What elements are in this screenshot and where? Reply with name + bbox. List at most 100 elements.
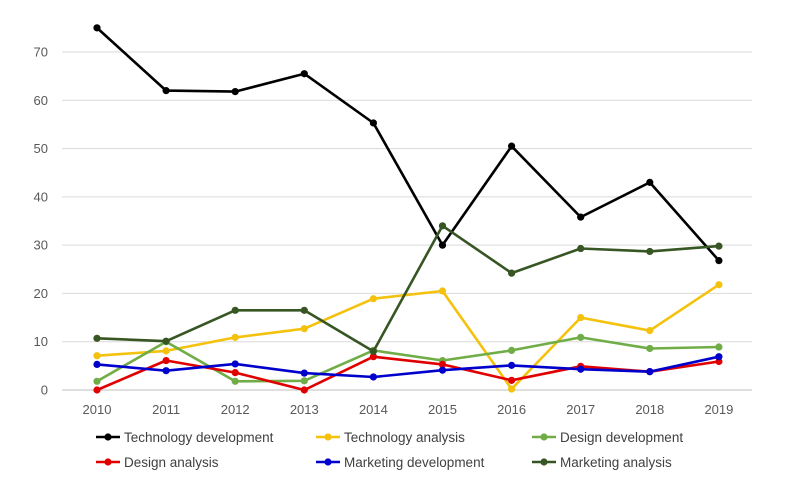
data-point xyxy=(369,353,377,361)
data-point xyxy=(508,385,516,393)
y-tick-label: 70 xyxy=(34,45,48,60)
legend-swatch-marker xyxy=(324,433,332,441)
data-point xyxy=(231,306,239,314)
y-tick-label: 0 xyxy=(41,383,48,398)
y-tick-label: 30 xyxy=(34,238,48,253)
x-tick-label: 2017 xyxy=(566,402,595,417)
data-point xyxy=(162,87,170,95)
legend-item: Marketing development xyxy=(316,455,485,470)
x-tick-label: 2014 xyxy=(359,402,388,417)
series-line xyxy=(95,283,721,391)
data-point xyxy=(508,142,516,150)
data-point xyxy=(646,327,654,335)
data-point xyxy=(508,376,516,384)
series-line xyxy=(95,26,721,262)
data-point xyxy=(646,247,654,256)
x-tick-label: 2015 xyxy=(428,402,457,417)
data-point xyxy=(577,365,585,373)
data-point xyxy=(93,334,101,342)
legend-label: Marketing development xyxy=(344,455,485,470)
data-point xyxy=(162,356,170,365)
data-point xyxy=(300,369,308,377)
data-point xyxy=(508,269,516,277)
y-tick-label: 20 xyxy=(34,286,48,301)
legend-label: Technology development xyxy=(124,430,274,445)
legend-label: Design development xyxy=(560,430,683,445)
legend-swatch-marker xyxy=(104,433,112,441)
series-marketing-development xyxy=(93,353,723,381)
data-point xyxy=(162,367,170,375)
data-point xyxy=(577,213,585,221)
data-point xyxy=(715,281,723,289)
series-marketing-analysis xyxy=(93,222,723,355)
legend-label: Technology analysis xyxy=(344,430,465,445)
data-point xyxy=(231,333,239,341)
data-point xyxy=(231,369,239,377)
data-point xyxy=(438,366,447,374)
legend-item: Design development xyxy=(532,430,683,445)
x-tick-label: 2016 xyxy=(497,402,526,417)
gridlines xyxy=(62,51,752,391)
data-point xyxy=(715,256,723,265)
legend-label: Design analysis xyxy=(124,455,219,470)
data-point xyxy=(715,242,723,250)
data-point xyxy=(369,373,377,381)
series-line xyxy=(95,355,721,379)
x-axis-tick-labels: 2010 2011 2012 2013 2014 2015 2016 2017 2018 2019 xyxy=(83,402,734,417)
x-tick-label: 2010 xyxy=(83,402,112,417)
data-point xyxy=(438,241,447,249)
data-point xyxy=(646,178,654,186)
legend-swatch-marker xyxy=(540,433,548,441)
data-point xyxy=(508,346,516,355)
data-point xyxy=(369,119,377,127)
legend-swatch-marker xyxy=(324,458,332,466)
data-point xyxy=(369,347,377,355)
x-tick-label: 2013 xyxy=(290,402,319,417)
data-point xyxy=(577,244,585,253)
y-axis-tick-labels: 0 10 20 30 40 50 60 70 xyxy=(34,45,48,398)
series-line xyxy=(95,336,721,383)
x-tick-label: 2011 xyxy=(152,402,180,417)
y-tick-label: 60 xyxy=(34,93,48,108)
legend-item: Marketing analysis xyxy=(532,455,672,470)
legend-item: Technology analysis xyxy=(316,430,465,445)
data-point xyxy=(438,360,447,369)
series-lines xyxy=(93,24,723,394)
data-point xyxy=(93,352,101,360)
data-point xyxy=(162,337,170,345)
x-tick-label: 2019 xyxy=(704,402,733,417)
x-tick-label: 2018 xyxy=(635,402,664,417)
y-tick-label: 40 xyxy=(34,189,48,204)
data-point xyxy=(715,353,723,361)
data-point xyxy=(646,344,654,353)
y-tick-label: 10 xyxy=(34,334,48,349)
data-point xyxy=(231,360,239,368)
legend-swatch-marker xyxy=(540,458,548,466)
data-point xyxy=(93,377,101,385)
x-tick-label: 2012 xyxy=(221,402,250,417)
series-technology-analysis xyxy=(93,281,723,393)
legend: Technology development Technology analysi… xyxy=(96,430,683,470)
series-technology-development xyxy=(93,24,723,265)
legend-label: Marketing analysis xyxy=(560,455,672,470)
data-point xyxy=(162,347,170,355)
data-point xyxy=(93,24,101,32)
data-point xyxy=(646,368,654,376)
data-point xyxy=(93,360,101,369)
data-point xyxy=(300,325,308,333)
series-line xyxy=(95,224,721,353)
data-point xyxy=(300,306,308,314)
legend-item: Design analysis xyxy=(96,455,219,470)
data-point xyxy=(577,333,585,341)
data-point xyxy=(300,70,308,78)
y-tick-label: 50 xyxy=(34,141,48,156)
data-point xyxy=(438,222,447,230)
data-point xyxy=(300,386,308,394)
data-point xyxy=(231,87,239,96)
data-point xyxy=(577,313,585,322)
data-point xyxy=(508,361,516,369)
data-point xyxy=(93,386,101,394)
data-point xyxy=(300,377,308,385)
data-point xyxy=(369,295,377,303)
